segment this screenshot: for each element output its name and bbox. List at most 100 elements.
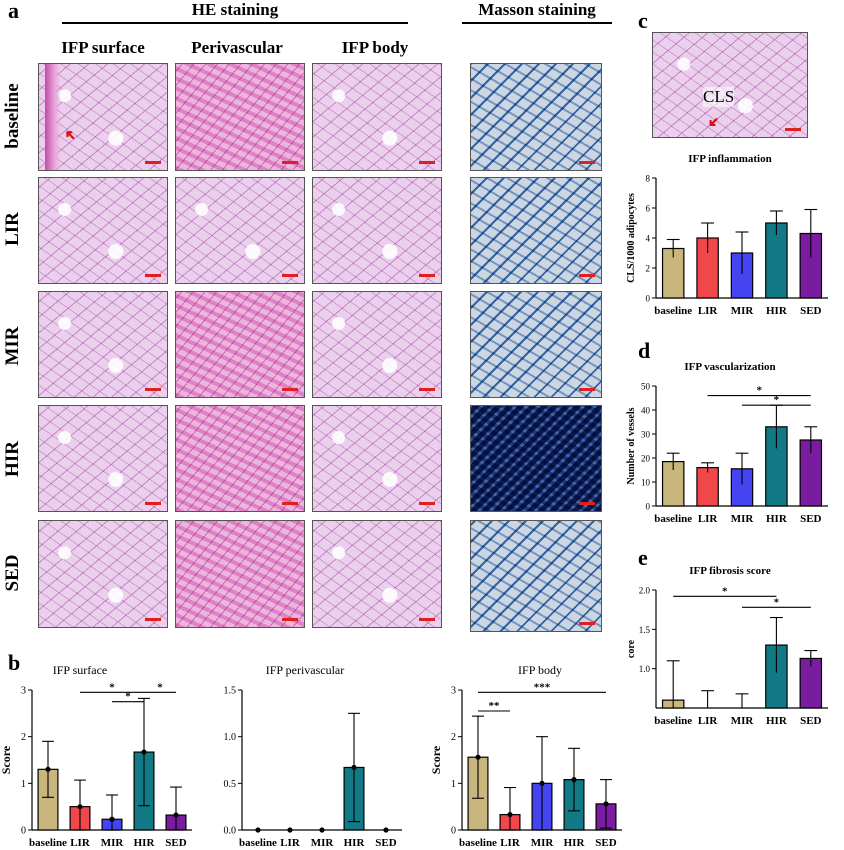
y-tick-label: 6 [646,204,651,214]
y-tick-label: 1.5 [639,625,651,635]
micrograph-hir-ifp-body [312,405,442,512]
scale-bar [419,502,435,505]
x-tick-label: LIR [70,837,91,849]
scale-bar [145,274,161,277]
y-axis-label: Score [429,745,443,774]
micrograph-hir-masson [470,405,602,512]
y-tick-label: 8 [646,174,651,184]
scale-bar [419,388,435,391]
x-tick-label: SED [165,837,186,849]
panel-letter-a: a [8,0,19,23]
x-tick-label: baseline [654,513,692,525]
chart-title: IFP surface [53,663,108,677]
chart-title: IFP fibrosis score [689,565,771,577]
x-tick-label: baseline [459,837,497,849]
micrograph-baseline-masson [470,63,602,171]
bar-lir [696,466,719,507]
y-tick-label: 1.5 [224,686,237,697]
significance-label: * [125,691,131,703]
masson-title-underline [462,22,612,24]
micrograph-mir-masson [470,291,602,398]
micrograph-sed-ifp-surface [38,520,168,628]
chart-title: IFP body [518,663,562,677]
y-tick-label: 0 [646,502,651,512]
micrograph-lir-ifp-body [312,177,442,284]
scale-bar [282,388,298,391]
arrow-icon: ➜ [61,125,81,144]
micrograph-sed-perivascular [175,520,305,628]
scale-bar [579,502,595,505]
micrograph-baseline-ifp-body [312,63,442,171]
micrograph-hir-perivascular [175,405,305,512]
micrograph-lir-ifp-surface [38,177,168,284]
y-tick-label: 2 [21,732,26,743]
scale-bar [419,274,435,277]
scale-bar [785,128,801,131]
chart-ifp-fibrosis-score: IFP fibrosis score 1.0 1.5 2.0 core baseline L… [626,565,828,727]
chart-ifp-vascularization: IFP vascularization 0 10 20 30 40 50 Number of … [626,361,828,525]
panel-letter-e: e [638,545,648,570]
y-tick-label: 1.0 [224,732,237,743]
y-tick-label: 40 [641,406,651,416]
x-tick-label: MIR [731,513,755,525]
row-label-mir: MIR [2,326,23,366]
significance-label: ** [489,700,501,712]
chart-title: IFP vascularization [684,361,775,373]
data-point [351,764,357,771]
y-tick-label: 1 [21,779,26,790]
y-tick-label: 50 [641,382,651,392]
micrograph-baseline-ifp-surface: ➜ [38,63,168,171]
y-axis-label: core [626,639,637,658]
scale-bar [282,502,298,505]
column-title-ifp-body: IFP body [341,38,409,57]
data-point [603,801,609,807]
panel-letter-b: b [8,650,21,675]
he-staining-title: HE staining [191,0,279,19]
row-label-lir: LIR [2,212,23,246]
data-point [539,780,545,786]
y-tick-label: 0 [451,826,456,837]
scale-bar [579,388,595,391]
data-point [287,827,293,833]
scale-bar [282,161,298,164]
x-tick-label: LIR [698,513,719,525]
significance-label: * [756,385,762,397]
y-tick-label: 2 [646,264,651,274]
x-tick-label: baseline [654,305,692,317]
micrograph-lir-perivascular [175,177,305,284]
masson-staining-title: Masson staining [478,0,596,19]
panel-letter-c: c [638,8,648,33]
y-tick-label: 1 [451,779,456,790]
y-tick-label: 1.0 [639,664,651,674]
y-tick-label: 20 [641,454,651,464]
significance-label: * [774,394,780,406]
tissue-edge [45,64,61,170]
y-axis-label: Number of vessels [626,407,637,484]
chart-title: IFP perivascular [266,663,345,677]
data-point [383,827,389,833]
scale-bar [419,161,435,164]
scale-bar [145,618,161,621]
micrograph-sed-masson [470,520,602,632]
y-tick-label: 4 [646,234,651,244]
chart-ifp-inflammation: IFP inflammation 0 2 4 6 8 CLS/1000 adipocytes… [626,153,828,317]
y-tick-label: 3 [21,686,26,697]
y-tick-label: 30 [641,430,651,440]
x-tick-label: MIR [531,837,555,849]
column-title-perivascular: Perivascular [191,38,283,57]
x-tick-label: SED [800,513,821,525]
data-point [141,749,147,755]
data-point [571,777,577,783]
x-tick-label: baseline [239,837,277,849]
data-point [109,816,115,822]
x-tick-label: LIR [500,837,521,849]
x-tick-label: HIR [134,837,156,849]
x-tick-label: HIR [344,837,366,849]
chart-ifp-surface: IFP surface 0 1 2 3 Score baseline LIR MIR HIR SED… [0,663,192,849]
row-label-sed: SED [2,554,23,592]
micrograph-mir-ifp-body [312,291,442,398]
y-tick-label: 0 [646,294,651,304]
scale-bar [282,618,298,621]
x-tick-label: HIR [766,513,788,525]
he-title-underline [62,22,408,24]
